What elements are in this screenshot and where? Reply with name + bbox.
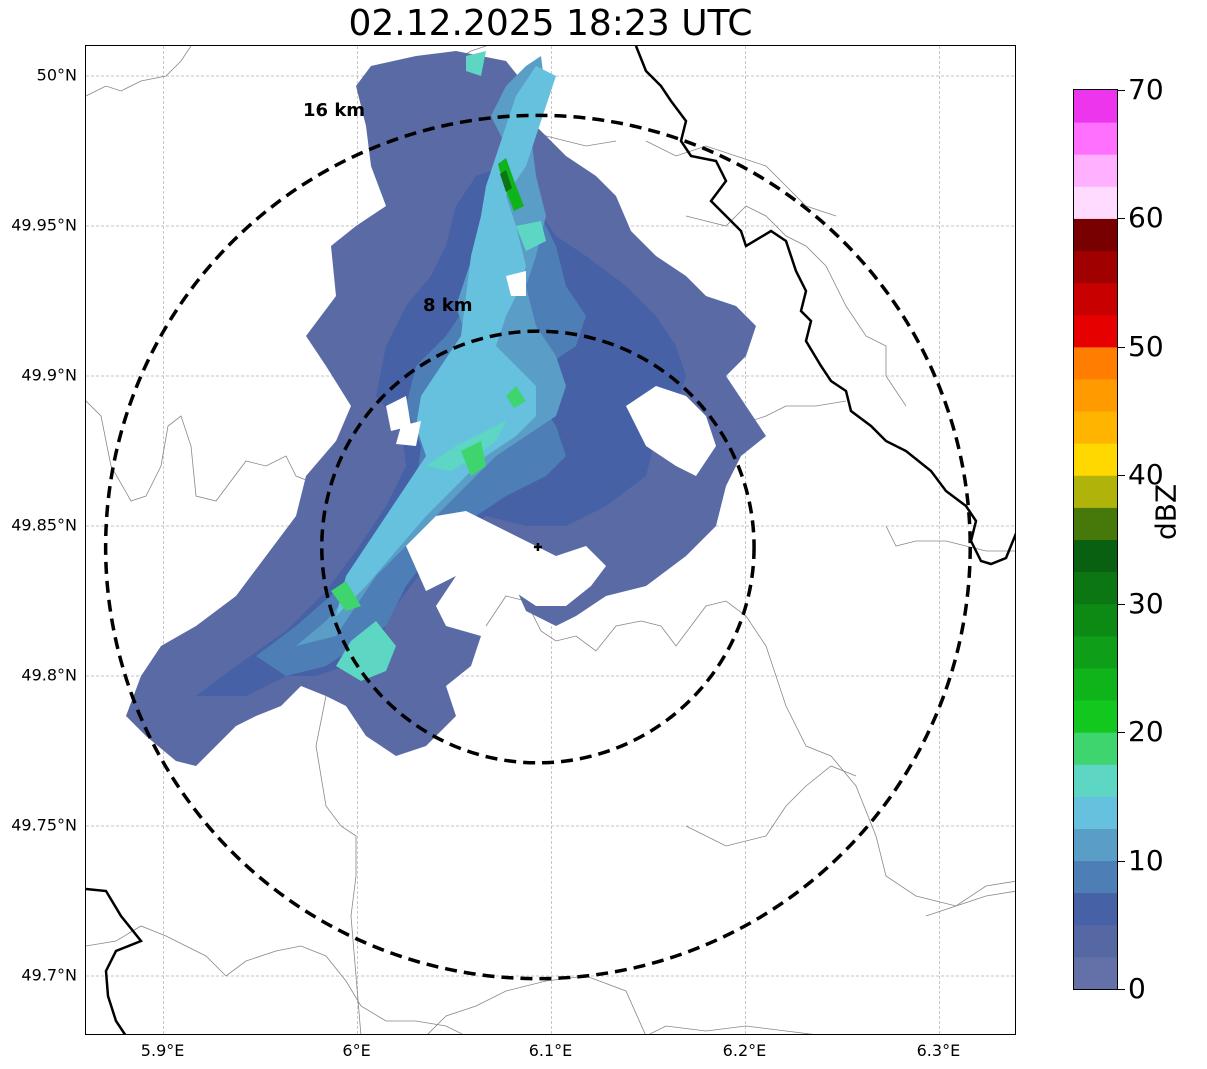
colorbar-swatches <box>1074 90 1117 989</box>
lon-tick-label: 6.2°E <box>722 1041 767 1060</box>
border-line <box>885 525 1015 552</box>
lat-tick-label: 50°N <box>36 65 77 85</box>
ring-label-8km: 8 km <box>423 295 473 316</box>
echo-region <box>500 170 512 192</box>
colorbar-swatch <box>1074 218 1117 252</box>
colorbar-swatch <box>1074 378 1117 412</box>
colorbar-tick-label: 60 <box>1128 201 1164 235</box>
border-line <box>925 890 1015 917</box>
colorbar-swatch <box>1074 635 1117 669</box>
colorbar-swatch <box>1074 186 1117 219</box>
colorbar <box>1073 89 1118 990</box>
colorbar-swatch <box>1074 122 1117 155</box>
border-line <box>685 205 907 407</box>
echo-gap <box>626 386 716 476</box>
colorbar-tick-label: 40 <box>1128 458 1164 492</box>
border-line <box>765 645 1015 907</box>
lon-tick-label: 6°E <box>342 1041 371 1060</box>
national-border <box>86 46 1015 1034</box>
colorbar-swatch <box>1074 860 1117 894</box>
colorbar-tick-mark <box>1118 603 1125 605</box>
border-line <box>685 765 857 847</box>
colorbar-swatch <box>1074 892 1117 926</box>
border-line <box>86 46 192 97</box>
lat-tick-label: 49.8°N <box>21 665 77 685</box>
colorbar-swatch <box>1074 282 1117 316</box>
colorbar-tick-mark <box>1118 989 1125 990</box>
colorbar-tick-mark <box>1118 732 1125 734</box>
echo-region <box>336 621 396 681</box>
colorbar-tick-mark <box>1118 218 1125 220</box>
lat-tick-label: 49.9°N <box>21 365 77 385</box>
colorbar-tick-label: 70 <box>1128 73 1164 106</box>
border-line <box>86 925 463 1034</box>
echo-region <box>506 386 526 408</box>
echo-region <box>516 221 546 251</box>
colorbar-tick-label: 10 <box>1128 843 1164 877</box>
border-line <box>427 975 646 1034</box>
colorbar-swatch <box>1074 539 1117 573</box>
colorbar-swatch <box>1074 956 1117 989</box>
echo-region <box>461 441 486 476</box>
border-line <box>634 46 1015 566</box>
colorbar-swatch <box>1074 732 1117 765</box>
colorbar-swatch <box>1074 667 1117 701</box>
ring-label-16km: 16 km <box>303 100 366 121</box>
admin-borders <box>86 46 1015 1034</box>
range-rings <box>103 113 972 981</box>
colorbar-swatch <box>1074 507 1117 540</box>
colorbar-swatch <box>1074 764 1117 797</box>
colorbar-swatch <box>1074 90 1117 123</box>
range-ring <box>103 113 972 981</box>
colorbar-tick-mark <box>1118 475 1125 477</box>
echo-region <box>466 51 486 76</box>
colorbar-title: dBZ <box>1149 483 1183 540</box>
colorbar-swatch <box>1074 571 1117 605</box>
colorbar-swatch <box>1074 796 1117 829</box>
range-ring <box>320 329 756 765</box>
colorbar-swatch <box>1074 603 1117 637</box>
echo-gap <box>506 271 526 296</box>
lat-tick-label: 49.95°N <box>11 215 77 235</box>
border-line <box>86 887 144 1034</box>
echo-gap <box>396 421 421 446</box>
colorbar-swatch <box>1074 154 1117 187</box>
border-line <box>645 140 837 217</box>
echo-region <box>426 421 506 471</box>
colorbar-swatch <box>1074 250 1117 284</box>
lon-tick-label: 6.1°E <box>528 1041 573 1060</box>
colorbar-swatch <box>1074 828 1117 862</box>
radar-site <box>533 543 542 551</box>
echo-gap <box>406 511 606 606</box>
lat-tick-label: 49.75°N <box>11 815 77 835</box>
echo-gap <box>386 396 411 431</box>
colorbar-tick-mark <box>1118 346 1125 348</box>
border-line <box>86 400 322 502</box>
colorbar-swatch <box>1074 475 1117 508</box>
radar-map[interactable] <box>85 45 1016 1035</box>
echo-region <box>336 66 556 616</box>
colorbar-tick-mark <box>1118 860 1125 862</box>
colorbar-tick-mark <box>1118 90 1125 91</box>
radar-echoes <box>126 51 766 766</box>
colorbar-tick-label: 0 <box>1128 972 1146 1005</box>
border-line <box>649 1025 814 1034</box>
colorbar-swatch <box>1074 314 1117 348</box>
colorbar-swatch <box>1074 443 1117 476</box>
colorbar-tick-label: 50 <box>1128 329 1164 363</box>
lat-tick-label: 49.7°N <box>21 965 77 985</box>
echo-region <box>331 581 361 611</box>
lat-tick-label: 49.85°N <box>11 515 77 535</box>
colorbar-swatch <box>1074 346 1117 380</box>
colorbar-tick-label: 20 <box>1128 715 1164 749</box>
colorbar-swatch <box>1074 700 1117 733</box>
lon-tick-label: 5.9°E <box>140 1041 185 1060</box>
radar-map-canvas <box>86 46 1015 1034</box>
lon-tick-label: 6.3°E <box>916 1041 961 1060</box>
colorbar-tick-label: 30 <box>1128 586 1164 620</box>
colorbar-swatch <box>1074 411 1117 444</box>
map-title: 02.12.2025 18:23 UTC <box>348 3 753 44</box>
colorbar-swatch <box>1074 924 1117 958</box>
